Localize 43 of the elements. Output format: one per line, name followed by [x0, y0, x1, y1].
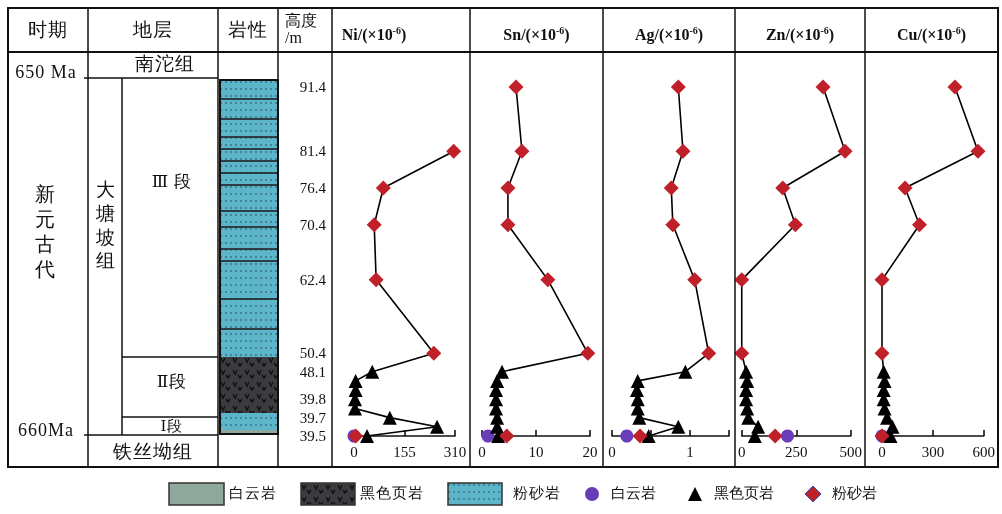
x-tick-label: 500: [839, 443, 862, 460]
y-tick-label: 91.4: [299, 79, 327, 95]
x-tick-label: 250: [785, 443, 808, 460]
x-tick-label: 155: [393, 443, 416, 460]
x-tick-label: 0: [478, 443, 486, 460]
text: 650 Ma: [15, 61, 77, 83]
legend-label: 粉砂岩: [832, 484, 877, 503]
y-tick-label: 39.5: [299, 428, 326, 444]
text: 白云岩: [229, 485, 277, 503]
text: Ⅱ段: [156, 372, 188, 392]
x-tick-label: 0: [738, 443, 746, 460]
text: 南沱组: [135, 53, 195, 75]
legend-label: 白云岩: [611, 484, 656, 503]
text: 铁丝坳组: [113, 441, 193, 463]
text: 地层: [133, 19, 173, 41]
y-tick-label: 70.4: [299, 216, 327, 233]
text: 时期: [28, 19, 68, 41]
x-tick-label: 0: [878, 443, 886, 460]
x-tick-label: 0: [350, 443, 358, 460]
x-tick-label: 0: [608, 443, 616, 460]
y-axis-title: 高度/m: [285, 12, 317, 46]
y-tick-label: 48.1: [299, 363, 326, 380]
text: 黑色页岩: [360, 485, 424, 503]
text: 大塘坡组: [94, 177, 116, 273]
text: 660Ma: [18, 419, 74, 441]
text: 新元古代: [34, 182, 56, 282]
legend-label: 黑色页岩: [714, 484, 774, 503]
y-tick-label: 39.8: [299, 391, 326, 408]
y-tick-label: 76.4: [299, 180, 327, 197]
x-tick-label: 1: [686, 443, 694, 460]
y-tick-label: 50.4: [299, 345, 327, 362]
x-tick-label: 600: [972, 443, 995, 460]
x-tick-label: 300: [921, 443, 945, 460]
x-tick-label: 10: [528, 443, 544, 460]
y-tick-label: 39.7: [299, 409, 327, 426]
x-tick-label: 310: [443, 443, 467, 460]
text: 粉砂岩: [513, 485, 561, 503]
y-tick-label: 81.4: [299, 143, 327, 160]
text: Ⅲ 段: [151, 172, 193, 192]
text: 岩性: [228, 19, 268, 41]
x-tick-label: 20: [582, 443, 598, 460]
y-tick-label: 62.4: [299, 271, 327, 288]
text: Ⅰ段: [160, 418, 184, 436]
